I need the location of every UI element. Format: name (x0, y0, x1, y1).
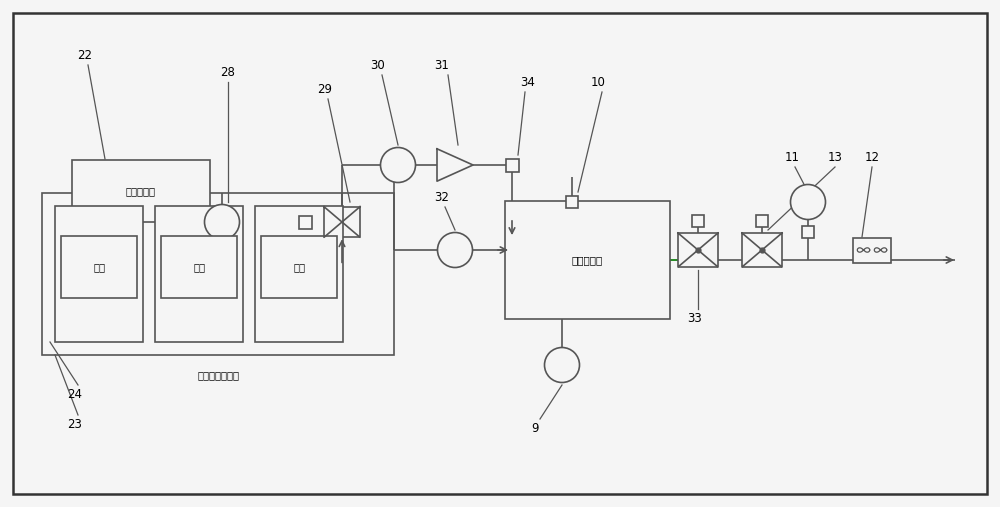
Text: 氧罐: 氧罐 (193, 262, 205, 272)
Text: 33: 33 (688, 312, 702, 325)
Text: 氧气缓冲罐: 氧气缓冲罐 (572, 255, 603, 265)
Text: 30: 30 (371, 58, 385, 71)
Circle shape (544, 347, 580, 382)
Bar (756, 215, 768, 227)
Text: 固体氧罐及组件: 固体氧罐及组件 (197, 370, 239, 380)
Circle shape (790, 185, 826, 220)
Text: 10: 10 (591, 76, 605, 89)
Text: 32: 32 (435, 191, 449, 203)
Bar (42, 193, 394, 355)
Bar (72, 160, 210, 222)
Text: 34: 34 (521, 76, 535, 89)
Bar (299, 215, 312, 229)
Bar (161, 236, 237, 298)
Text: 31: 31 (435, 58, 449, 71)
Bar (505, 201, 670, 319)
Bar (506, 159, 518, 171)
Circle shape (205, 204, 240, 239)
Text: 氧罐: 氧罐 (93, 262, 105, 272)
Bar (61, 236, 137, 298)
Text: 13: 13 (828, 151, 842, 163)
Bar (155, 206, 243, 342)
Circle shape (438, 233, 473, 268)
Text: 9: 9 (531, 422, 539, 436)
Text: 氧罐: 氧罐 (293, 262, 305, 272)
Text: 电控激发器: 电控激发器 (126, 186, 156, 196)
Bar (853, 237, 891, 263)
Text: 22: 22 (78, 49, 92, 61)
Bar (692, 215, 704, 227)
Text: 24: 24 (68, 388, 82, 402)
Bar (566, 196, 578, 208)
Text: 23: 23 (68, 418, 82, 431)
Bar (261, 236, 337, 298)
Circle shape (380, 148, 416, 183)
Bar (55, 206, 143, 342)
Bar (802, 226, 814, 238)
Text: 29: 29 (318, 83, 332, 95)
Text: 12: 12 (865, 151, 880, 163)
Bar (255, 206, 343, 342)
Text: 11: 11 (784, 151, 800, 163)
Text: 28: 28 (221, 65, 235, 79)
